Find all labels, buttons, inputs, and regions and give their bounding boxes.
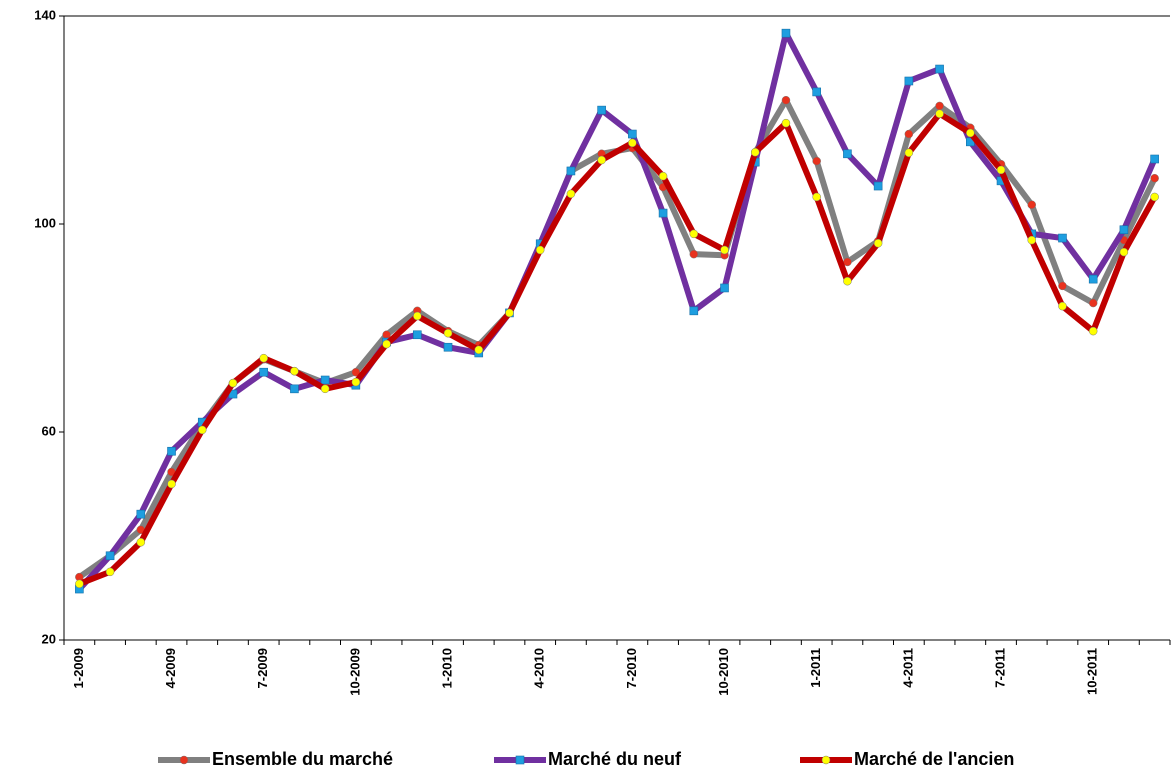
x-tick-label: 4-2010 — [532, 648, 547, 688]
legend-label: Ensemble du marché — [212, 749, 393, 769]
point — [413, 330, 422, 340]
point — [689, 249, 699, 259]
y-tick-label: 60 — [42, 423, 56, 438]
point — [443, 328, 453, 338]
x-tick-label: 7-2010 — [624, 648, 639, 688]
point — [781, 28, 791, 38]
point — [259, 353, 268, 363]
point — [136, 537, 146, 547]
point — [720, 283, 729, 293]
point — [290, 384, 299, 394]
point — [382, 339, 391, 349]
point — [904, 76, 914, 86]
point — [566, 189, 576, 199]
point — [658, 171, 668, 181]
series-line — [77, 30, 1158, 592]
legend-marker — [515, 755, 525, 765]
legend-label: Marché de l'ancien — [854, 749, 1014, 769]
point — [1058, 281, 1067, 291]
point — [413, 311, 422, 321]
point — [1058, 233, 1067, 243]
point — [597, 105, 606, 115]
point — [1150, 173, 1159, 183]
point — [1119, 247, 1129, 257]
point — [935, 109, 944, 119]
point — [351, 367, 361, 377]
point — [1150, 192, 1159, 202]
point — [628, 129, 637, 139]
point — [1027, 235, 1036, 245]
y-tick-label: 100 — [34, 215, 56, 230]
legend-marker — [179, 755, 189, 765]
point — [843, 257, 852, 267]
point — [812, 87, 821, 97]
point — [873, 181, 883, 191]
point — [1088, 298, 1098, 308]
point — [474, 345, 483, 355]
point — [904, 129, 914, 139]
point — [505, 308, 514, 318]
point — [628, 138, 637, 148]
legend-marker — [821, 755, 831, 765]
series-line — [78, 110, 1158, 587]
x-tick-label: 10-2011 — [1085, 648, 1100, 695]
point — [812, 192, 821, 202]
point — [1088, 274, 1098, 284]
point — [75, 579, 84, 589]
point — [689, 306, 699, 316]
x-tick-label: 7-2011 — [992, 648, 1007, 688]
y-tick-label: 140 — [34, 7, 56, 22]
x-tick-label: 7-2009 — [255, 648, 270, 688]
point — [290, 366, 299, 376]
point — [935, 64, 944, 74]
point — [720, 245, 729, 255]
point — [781, 118, 791, 128]
point — [320, 375, 330, 385]
point — [781, 95, 791, 105]
point — [843, 276, 852, 286]
x-tick-label: 1-2011 — [808, 648, 823, 688]
y-tick-label: 20 — [42, 631, 56, 646]
x-tick-label: 4-2009 — [163, 648, 178, 688]
point — [198, 425, 207, 435]
point — [597, 155, 606, 165]
point — [351, 377, 361, 387]
x-tick-label: 4-2011 — [900, 648, 915, 688]
point — [1027, 200, 1036, 210]
point — [689, 229, 699, 239]
point — [935, 101, 944, 111]
point — [136, 509, 146, 519]
point — [566, 166, 576, 176]
point — [320, 384, 330, 394]
point — [259, 367, 268, 377]
point — [873, 238, 883, 248]
point — [105, 551, 115, 561]
point — [535, 245, 545, 255]
point — [167, 479, 176, 489]
point — [658, 208, 668, 218]
point — [904, 148, 914, 158]
point — [1088, 326, 1098, 336]
x-tick-label: 10-2010 — [716, 648, 731, 696]
point — [996, 165, 1006, 175]
x-tick-label: 1-2010 — [439, 648, 454, 688]
x-tick-label: 10-2009 — [347, 648, 362, 696]
point — [751, 147, 760, 157]
point — [843, 149, 852, 159]
point — [167, 446, 176, 456]
point — [443, 342, 453, 352]
point — [1058, 301, 1067, 311]
x-tick-label: 1-2009 — [71, 648, 86, 688]
point — [1150, 154, 1159, 164]
point — [1119, 225, 1129, 235]
point — [812, 156, 821, 166]
point — [228, 378, 238, 388]
legend-label: Marché du neuf — [548, 749, 682, 769]
point — [966, 128, 975, 138]
point — [105, 567, 115, 577]
